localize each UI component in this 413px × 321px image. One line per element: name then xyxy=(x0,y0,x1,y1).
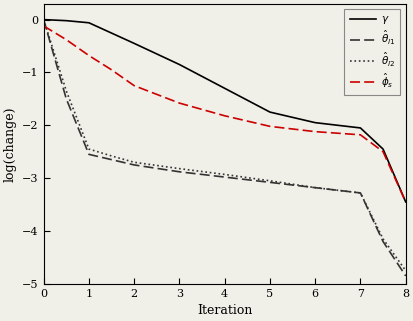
$\hat{\phi}_{s}$ xyxy=(109,68,114,72)
$\hat{\phi}_{s}$ xyxy=(313,130,318,134)
$\hat{\phi}_{s}$ xyxy=(381,150,386,154)
$\hat{\theta}_{l1}$ xyxy=(268,180,273,184)
$\hat{\phi}_{s}$ xyxy=(64,38,69,42)
$\hat{\theta}_{l1}$ xyxy=(403,274,408,278)
$\hat{\theta}_{l1}$ xyxy=(381,240,386,244)
$\hat{\theta}_{l2}$ xyxy=(41,18,46,22)
$\hat{\theta}_{l1}$ xyxy=(177,170,182,174)
$\hat{\phi}_{s}$ xyxy=(358,133,363,137)
Legend: $\gamma$, $\hat{\theta}_{l1}$, $\hat{\theta}_{l2}$, $\hat{\phi}_{s}$: $\gamma$, $\hat{\theta}_{l1}$, $\hat{\th… xyxy=(344,9,401,95)
$\hat{\theta}_{l1}$ xyxy=(86,152,91,156)
$\hat{\phi}_{s}$ xyxy=(132,84,137,88)
Line: $\hat{\phi}_{s}$: $\hat{\phi}_{s}$ xyxy=(44,26,406,202)
$\hat{\theta}_{l2}$ xyxy=(132,160,137,164)
Line: $\hat{\theta}_{l2}$: $\hat{\theta}_{l2}$ xyxy=(44,20,406,271)
$\hat{\phi}_{s}$ xyxy=(86,54,91,57)
$\hat{\theta}_{l1}$ xyxy=(41,18,46,22)
$\gamma$ xyxy=(64,19,69,22)
$\hat{\theta}_{l1}$ xyxy=(64,97,69,101)
$\gamma$ xyxy=(222,86,227,90)
$\hat{\theta}_{l2}$ xyxy=(86,147,91,151)
$\hat{\theta}_{l2}$ xyxy=(381,237,386,241)
$\gamma$ xyxy=(358,126,363,130)
$\hat{\theta}_{l2}$ xyxy=(177,167,182,170)
$\hat{\phi}_{s}$ xyxy=(41,24,46,28)
$\hat{\phi}_{s}$ xyxy=(403,200,408,204)
$\gamma$ xyxy=(132,41,137,45)
$\hat{\theta}_{l2}$ xyxy=(358,191,363,195)
$\gamma$ xyxy=(403,200,408,204)
$\hat{\theta}_{l1}$ xyxy=(313,186,318,190)
$\hat{\theta}_{l2}$ xyxy=(313,186,318,190)
$\hat{\theta}_{l1}$ xyxy=(222,175,227,179)
$\hat{\theta}_{l2}$ xyxy=(109,154,114,158)
$\gamma$ xyxy=(313,121,318,125)
$\hat{\phi}_{s}$ xyxy=(222,114,227,118)
$\hat{\theta}_{l1}$ xyxy=(358,191,363,195)
Line: $\gamma$: $\gamma$ xyxy=(44,20,406,202)
$\hat{\theta}_{l2}$ xyxy=(268,179,273,183)
X-axis label: Iteration: Iteration xyxy=(197,304,252,317)
$\gamma$ xyxy=(41,18,46,22)
Y-axis label: log(change): log(change) xyxy=(4,106,17,182)
$\hat{\theta}_{l1}$ xyxy=(132,163,137,167)
$\hat{\phi}_{s}$ xyxy=(177,101,182,105)
$\hat{\phi}_{s}$ xyxy=(268,125,273,128)
$\gamma$ xyxy=(268,110,273,114)
$\hat{\theta}_{l2}$ xyxy=(64,89,69,93)
$\hat{\theta}_{l1}$ xyxy=(109,158,114,161)
Line: $\hat{\theta}_{l1}$: $\hat{\theta}_{l1}$ xyxy=(44,20,406,276)
$\gamma$ xyxy=(177,63,182,66)
$\gamma$ xyxy=(86,21,91,25)
$\hat{\theta}_{l2}$ xyxy=(222,172,227,176)
$\hat{\theta}_{l2}$ xyxy=(403,269,408,273)
$\gamma$ xyxy=(381,147,386,151)
